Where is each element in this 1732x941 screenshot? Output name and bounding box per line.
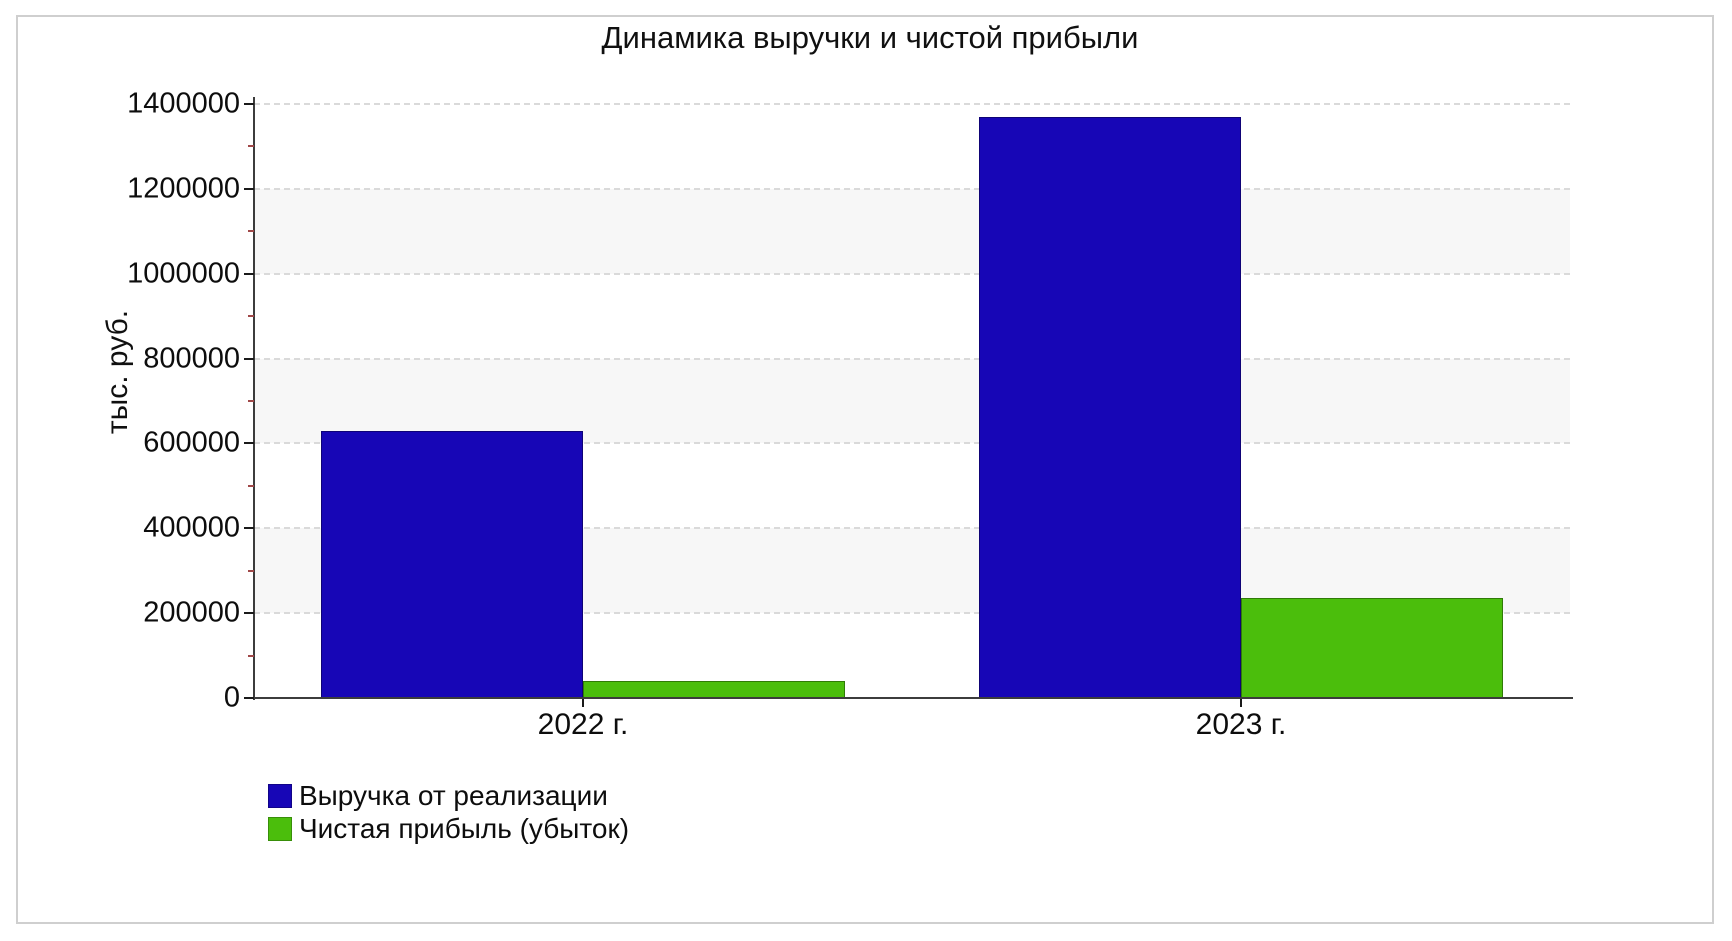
y-tick-label: 800000 [143, 342, 240, 375]
legend-item-2: Чистая прибыль (убыток) [268, 812, 629, 845]
gridline [254, 612, 1570, 615]
legend-label: Чистая прибыль (убыток) [299, 812, 630, 844]
gridline [254, 187, 1570, 190]
y-major-tick [244, 272, 254, 275]
gridline [254, 442, 1570, 445]
y-minor-tick [248, 400, 254, 402]
y-major-tick [244, 697, 254, 699]
y-tick-label: 1000000 [127, 257, 240, 290]
bar-series2-category1 [583, 681, 845, 698]
x-tick [582, 698, 584, 707]
x-tick-label: 2023 г. [1195, 708, 1287, 741]
y-major-tick [244, 442, 254, 445]
y-tick-label: 400000 [143, 511, 240, 544]
y-minor-tick [248, 145, 254, 148]
x-tick-label: 2022 г. [537, 708, 629, 741]
x-tick [1240, 698, 1242, 707]
y-major-tick [244, 612, 254, 615]
y-major-tick [244, 357, 254, 360]
y-tick-label: 1400000 [127, 87, 240, 120]
gridline [254, 527, 1570, 530]
x-axis-line [253, 697, 1573, 699]
legend-item-1: Выручка от реализации [268, 779, 629, 812]
legend-swatch-icon [268, 783, 292, 808]
y-major-tick [244, 187, 254, 190]
y-tick-label: 200000 [143, 596, 240, 629]
y-major-tick [244, 527, 254, 530]
bar-series1-category1 [321, 430, 583, 698]
y-minor-tick [248, 569, 254, 572]
legend: Выручка от реализации Чистая прибыль (убы… [268, 779, 629, 845]
legend-label: Выручка от реализации [299, 779, 608, 811]
bar-series1-category2 [979, 116, 1241, 698]
y-minor-tick [248, 230, 254, 233]
gridline [254, 357, 1570, 360]
gridline [254, 272, 1570, 275]
y-tick-label: 0 [223, 681, 240, 714]
y-major-tick [244, 103, 254, 105]
bar-series2-category2 [1241, 598, 1503, 698]
plot-band [254, 358, 1570, 444]
y-minor-tick [248, 315, 254, 318]
gridline [254, 103, 1570, 105]
canvas-border [16, 15, 1714, 924]
chart-title: Динамика выручки и чистой прибыли [601, 20, 1139, 55]
y-tick-label: 600000 [143, 426, 240, 459]
y-minor-tick [248, 484, 254, 487]
legend-swatch-icon [268, 816, 292, 841]
plot-band [254, 188, 1570, 274]
y-axis-line [253, 97, 255, 700]
y-tick-label: 1200000 [127, 172, 240, 205]
y-minor-tick [248, 654, 254, 657]
